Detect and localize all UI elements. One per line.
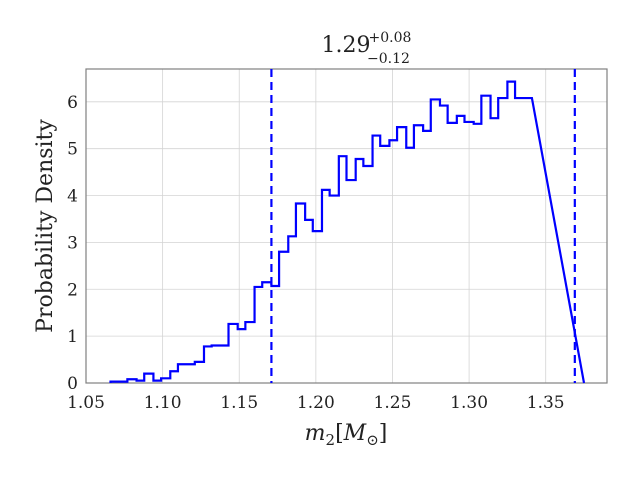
x-axis-label-mass: M <box>343 421 367 446</box>
y-tick-label: 2 <box>67 280 78 300</box>
x-tick-label: 1.25 <box>374 393 412 413</box>
chart-title: 1.29 <box>322 33 371 58</box>
x-tick-label: 1.15 <box>220 393 258 413</box>
plot-area-frame <box>85 68 608 384</box>
x-axis-label-bracket-close: ] <box>379 421 388 446</box>
x-tick-label: 1.05 <box>67 393 105 413</box>
y-tick-label: 3 <box>67 233 78 253</box>
x-tick-label: 1.35 <box>527 393 565 413</box>
x-axis-label-subscript: 2 <box>326 431 336 449</box>
y-tick-label: 5 <box>67 140 78 160</box>
x-axis-label: m2[M⊙] <box>305 421 388 449</box>
credible-interval-lines <box>270 69 576 383</box>
y-axis-label: Probability Density <box>33 119 58 333</box>
y-tick-label: 1 <box>67 327 78 347</box>
x-tick-label: 1.10 <box>144 393 182 413</box>
y-tick-label: 4 <box>67 187 78 207</box>
y-tick-labels: 0 1 2 3 4 5 6 <box>67 93 78 394</box>
histogram-series <box>109 80 586 384</box>
y-tick-label: 0 <box>67 374 78 394</box>
y-tick-label: 6 <box>67 93 78 113</box>
histogram-step-line <box>109 80 586 384</box>
chart-title-lower-error: −0.12 <box>367 51 410 67</box>
x-axis-label-symbol: m <box>305 421 326 446</box>
x-axis-label-mass-subscript: ⊙ <box>366 431 379 449</box>
chart-title-upper-error: +0.08 <box>369 30 412 46</box>
x-tick-labels: 1.05 1.10 1.15 1.20 1.25 1.30 1.35 <box>67 393 565 413</box>
x-tick-label: 1.20 <box>297 393 335 413</box>
x-tick-label: 1.30 <box>450 393 488 413</box>
x-axis-label-bracket-open: [ <box>335 421 344 446</box>
